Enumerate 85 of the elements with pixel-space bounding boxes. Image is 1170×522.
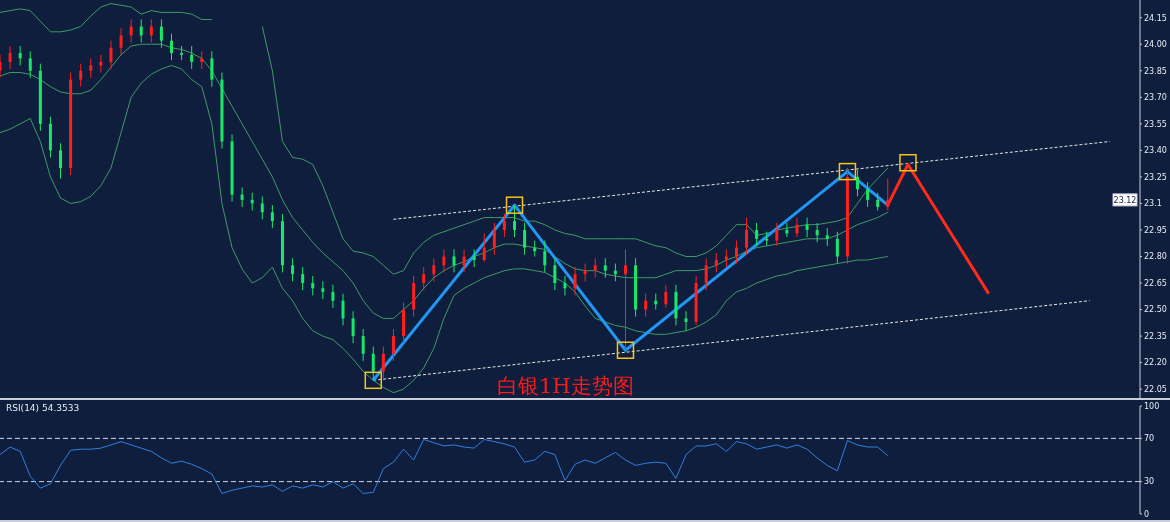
y-tick-label: 23.1 [1144, 199, 1162, 209]
candlestick [159, 18, 163, 49]
candlestick [452, 248, 456, 273]
candlestick [745, 217, 749, 256]
candlestick [240, 187, 244, 208]
y-tick-label: 24.15 [1144, 13, 1167, 23]
candlestick [28, 50, 32, 79]
candlestick [351, 310, 355, 344]
candlestick [835, 231, 839, 265]
candlestick [492, 222, 496, 256]
y-tick-label: 22.95 [1144, 225, 1167, 235]
annotation: 23.12 [1113, 195, 1137, 205]
candlestick [623, 248, 627, 351]
line-series [0, 438, 889, 494]
candlestick [0, 54, 2, 79]
candlestick [371, 346, 375, 381]
candlestick [361, 328, 365, 362]
y-tick-label: 22.20 [1144, 358, 1167, 368]
y-tick-label: 0 [1144, 509, 1150, 519]
candlestick [210, 50, 214, 88]
candlestick [593, 257, 597, 279]
candlestick [170, 33, 173, 61]
point [505, 196, 524, 214]
y-tick-label: 70 [1144, 434, 1155, 444]
line-series [0, 64, 889, 394]
candlestick [775, 222, 779, 247]
y-tick-label: 22.80 [1144, 252, 1167, 262]
candlestick [543, 240, 547, 273]
candlestick [381, 346, 385, 380]
candlestick [856, 169, 860, 197]
point [364, 371, 383, 390]
candlestick [684, 310, 688, 332]
candlestick [119, 27, 123, 56]
candlestick [644, 293, 648, 318]
candlestick [805, 217, 809, 238]
candlestick [432, 257, 436, 282]
candlestick [89, 57, 93, 79]
candlestick [815, 222, 819, 243]
candlestick [301, 266, 305, 291]
candlestick [8, 45, 12, 70]
y-tick-label: 22.05 [1144, 385, 1167, 394]
candlestick [462, 248, 466, 273]
candlestick [442, 248, 446, 273]
candlestick [341, 293, 345, 326]
candlestick [422, 266, 426, 291]
candlestick [513, 204, 517, 238]
y-tick-label: 23.25 [1144, 172, 1167, 182]
y-tick-label: 22.35 [1144, 331, 1167, 341]
candlestick [664, 284, 668, 309]
candlestick [311, 275, 315, 296]
candlestick [523, 222, 527, 256]
candlestick [603, 257, 607, 279]
candlestick [79, 63, 83, 88]
point [616, 341, 635, 359]
candlestick [260, 195, 264, 220]
chart-title: RSI(14) 54.3533 [6, 403, 80, 413]
candlestick [573, 266, 577, 296]
candlestick [18, 45, 22, 66]
candlestick [482, 232, 486, 263]
candlestick [291, 257, 295, 282]
candlestick [714, 252, 718, 273]
candlestick [553, 257, 557, 291]
y-tick-label: 24.00 [1144, 40, 1167, 50]
candlestick [391, 328, 395, 362]
candlestick [109, 40, 113, 70]
y-tick-label: 23.55 [1144, 119, 1167, 129]
point [838, 162, 857, 181]
candlestick [59, 142, 63, 180]
candlestick [704, 257, 708, 291]
y-tick-label: 22.65 [1144, 278, 1167, 288]
y-tick-label: 23.85 [1144, 66, 1167, 76]
y-tick-label: 22.50 [1144, 305, 1167, 315]
annotation: 白银1H走势图 [497, 373, 634, 400]
candlestick [331, 284, 335, 309]
y-tick-label: 100 [1144, 401, 1160, 411]
y-tick-label: 23.40 [1144, 146, 1167, 156]
candlestick [270, 204, 274, 229]
candlestick [190, 45, 194, 70]
candlestick [755, 222, 759, 247]
candlestick [866, 181, 870, 208]
y-tick-label: 30 [1144, 477, 1155, 487]
y-tick-label: 23.70 [1144, 93, 1167, 103]
candlestick [502, 213, 506, 238]
candlestick [563, 275, 567, 296]
point [899, 153, 917, 172]
